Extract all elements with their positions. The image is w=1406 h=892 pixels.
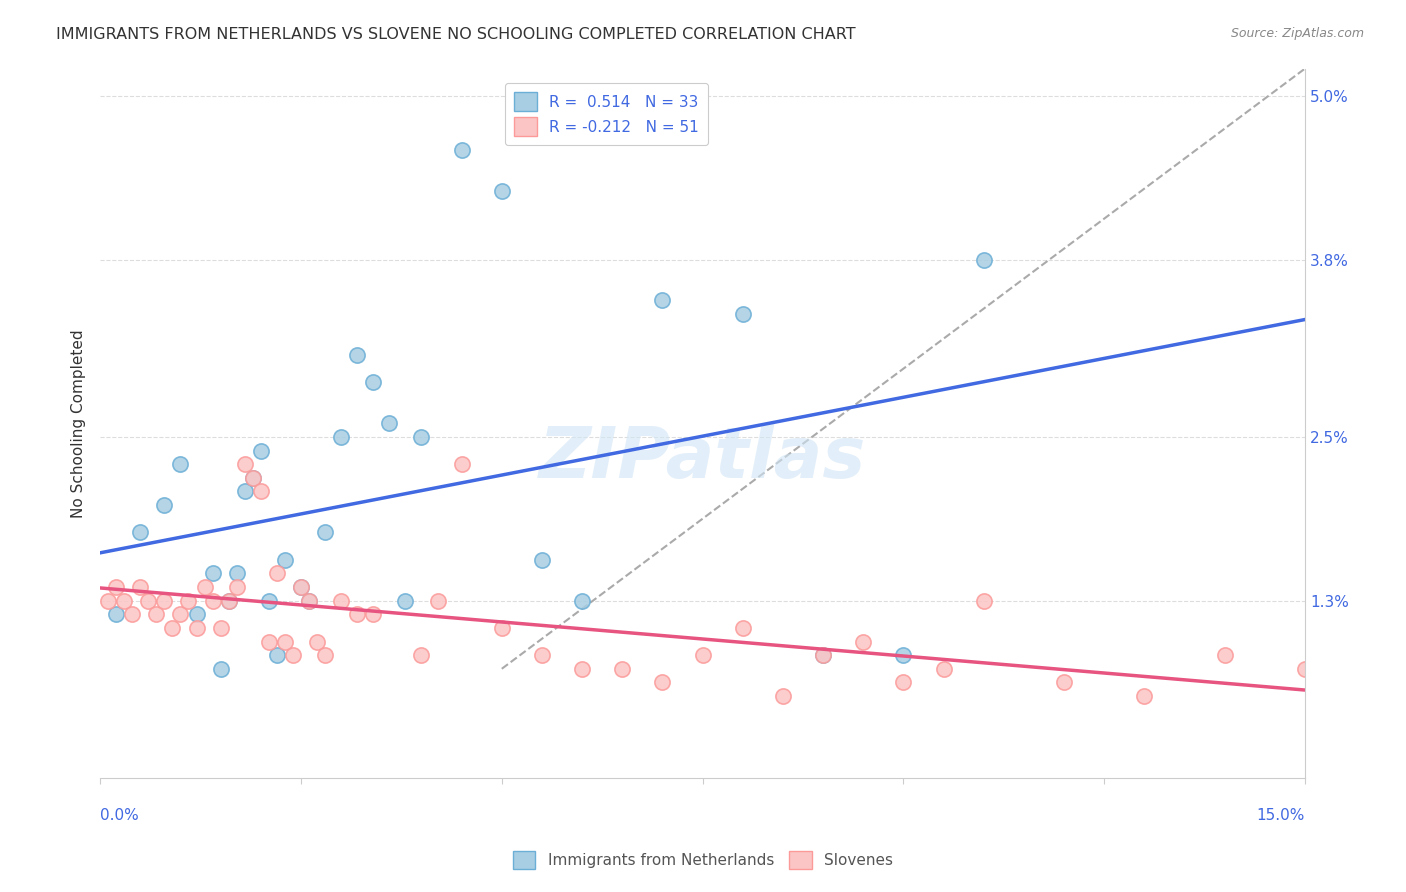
Point: [346, 348, 368, 362]
Point: [290, 580, 312, 594]
Point: [1133, 689, 1156, 703]
Point: [731, 621, 754, 635]
Point: [305, 634, 328, 648]
Point: [811, 648, 834, 662]
Point: [450, 457, 472, 471]
Point: [378, 416, 401, 430]
Point: [314, 525, 336, 540]
Legend: Immigrants from Netherlands, Slovenes: Immigrants from Netherlands, Slovenes: [506, 845, 900, 875]
Point: [571, 593, 593, 607]
Point: [491, 621, 513, 635]
Point: [218, 593, 240, 607]
Point: [450, 144, 472, 158]
Point: [491, 184, 513, 198]
Point: [162, 621, 184, 635]
Point: [411, 430, 433, 444]
Point: [257, 593, 280, 607]
Point: [153, 498, 176, 512]
Point: [772, 689, 794, 703]
Point: [233, 457, 256, 471]
Point: [225, 580, 247, 594]
Point: [105, 580, 128, 594]
Point: [893, 675, 915, 690]
Point: [1213, 648, 1236, 662]
Point: [274, 552, 297, 566]
Point: [298, 593, 321, 607]
Point: [249, 443, 271, 458]
Point: [218, 593, 240, 607]
Point: [973, 593, 995, 607]
Point: [209, 662, 232, 676]
Point: [330, 430, 353, 444]
Point: [394, 593, 416, 607]
Text: 15.0%: 15.0%: [1257, 808, 1305, 823]
Point: [121, 607, 143, 622]
Point: [225, 566, 247, 581]
Point: [571, 662, 593, 676]
Point: [1294, 662, 1316, 676]
Point: [145, 607, 167, 622]
Point: [426, 593, 449, 607]
Text: Source: ZipAtlas.com: Source: ZipAtlas.com: [1230, 27, 1364, 40]
Point: [346, 607, 368, 622]
Point: [105, 607, 128, 622]
Point: [361, 376, 384, 390]
Point: [612, 662, 634, 676]
Point: [177, 593, 200, 607]
Point: [651, 293, 673, 308]
Point: [1053, 675, 1076, 690]
Legend: R =  0.514   N = 33, R = -0.212   N = 51: R = 0.514 N = 33, R = -0.212 N = 51: [505, 83, 707, 145]
Point: [201, 593, 224, 607]
Point: [129, 525, 152, 540]
Point: [112, 593, 135, 607]
Text: IMMIGRANTS FROM NETHERLANDS VS SLOVENE NO SCHOOLING COMPLETED CORRELATION CHART: IMMIGRANTS FROM NETHERLANDS VS SLOVENE N…: [56, 27, 856, 42]
Point: [274, 634, 297, 648]
Point: [266, 566, 288, 581]
Point: [169, 457, 191, 471]
Point: [193, 580, 215, 594]
Point: [209, 621, 232, 635]
Point: [97, 593, 120, 607]
Point: [281, 648, 304, 662]
Point: [361, 607, 384, 622]
Point: [257, 634, 280, 648]
Y-axis label: No Schooling Completed: No Schooling Completed: [72, 329, 86, 517]
Point: [893, 648, 915, 662]
Point: [298, 593, 321, 607]
Point: [692, 648, 714, 662]
Text: 0.0%: 0.0%: [100, 808, 139, 823]
Point: [290, 580, 312, 594]
Point: [330, 593, 353, 607]
Point: [731, 307, 754, 321]
Point: [186, 607, 208, 622]
Point: [530, 552, 553, 566]
Point: [530, 648, 553, 662]
Point: [242, 471, 264, 485]
Point: [411, 648, 433, 662]
Point: [249, 484, 271, 499]
Point: [266, 648, 288, 662]
Point: [314, 648, 336, 662]
Point: [186, 621, 208, 635]
Point: [129, 580, 152, 594]
Point: [811, 648, 834, 662]
Point: [651, 675, 673, 690]
Point: [153, 593, 176, 607]
Point: [932, 662, 955, 676]
Point: [201, 566, 224, 581]
Point: [136, 593, 159, 607]
Point: [169, 607, 191, 622]
Point: [233, 484, 256, 499]
Text: ZIPatlas: ZIPatlas: [538, 425, 866, 493]
Point: [852, 634, 875, 648]
Point: [242, 471, 264, 485]
Point: [973, 252, 995, 267]
